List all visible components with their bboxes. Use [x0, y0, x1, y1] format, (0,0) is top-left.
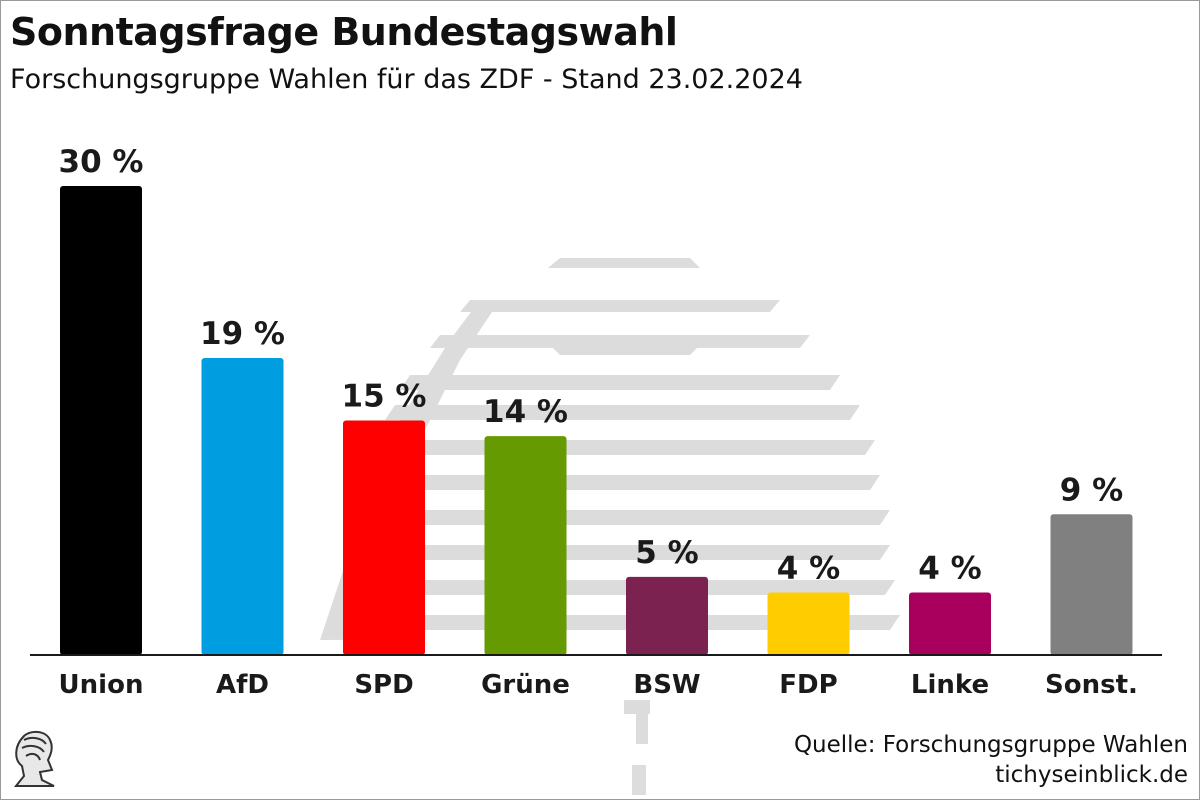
bar-spd	[343, 420, 425, 655]
category-label-linke: Linke	[911, 670, 989, 700]
bar-linke	[909, 592, 991, 655]
bar-fdp	[767, 592, 850, 655]
data-label-sonst: 9 %	[1060, 472, 1123, 508]
source-line: Quelle: Forschungsgruppe Wahlen	[793, 732, 1188, 758]
bust-logo-icon	[10, 730, 62, 792]
data-label-afd: 19 %	[200, 316, 285, 352]
category-label-gr-ne: Grüne	[481, 670, 570, 700]
chart-title: Sonntagsfrage Bundestagswahl	[10, 10, 678, 54]
data-label-linke: 4 %	[918, 550, 981, 586]
bars-group: 30 % Union 19 % AfD 15 % SPD 14 % Grüne 5 % BSW 4 …	[59, 144, 1138, 700]
bar-union	[60, 186, 142, 655]
data-label-gr-ne: 14 %	[483, 394, 568, 430]
bar-sonst	[1050, 514, 1133, 655]
data-label-bsw: 5 %	[635, 535, 698, 571]
bar-bsw	[626, 576, 708, 655]
chart-subtitle: Forschungsgruppe Wahlen für das ZDF - St…	[10, 64, 803, 95]
category-label-bsw: BSW	[633, 670, 700, 700]
website-line: tichyseinblick.de	[995, 762, 1188, 788]
category-label-union: Union	[59, 670, 144, 700]
category-label-fdp: FDP	[779, 670, 837, 700]
data-label-union: 30 %	[59, 144, 144, 180]
source-note: Quelle: Forschungsgruppe Wahlen tichysei…	[794, 730, 1188, 790]
bar-gr-ne	[484, 436, 567, 655]
category-label-spd: SPD	[354, 670, 413, 700]
category-label-sonst: Sonst.	[1045, 670, 1138, 700]
data-label-spd: 15 %	[342, 379, 427, 415]
category-label-afd: AfD	[216, 670, 269, 700]
bar-afd	[201, 357, 284, 655]
data-label-fdp: 4 %	[777, 550, 840, 586]
